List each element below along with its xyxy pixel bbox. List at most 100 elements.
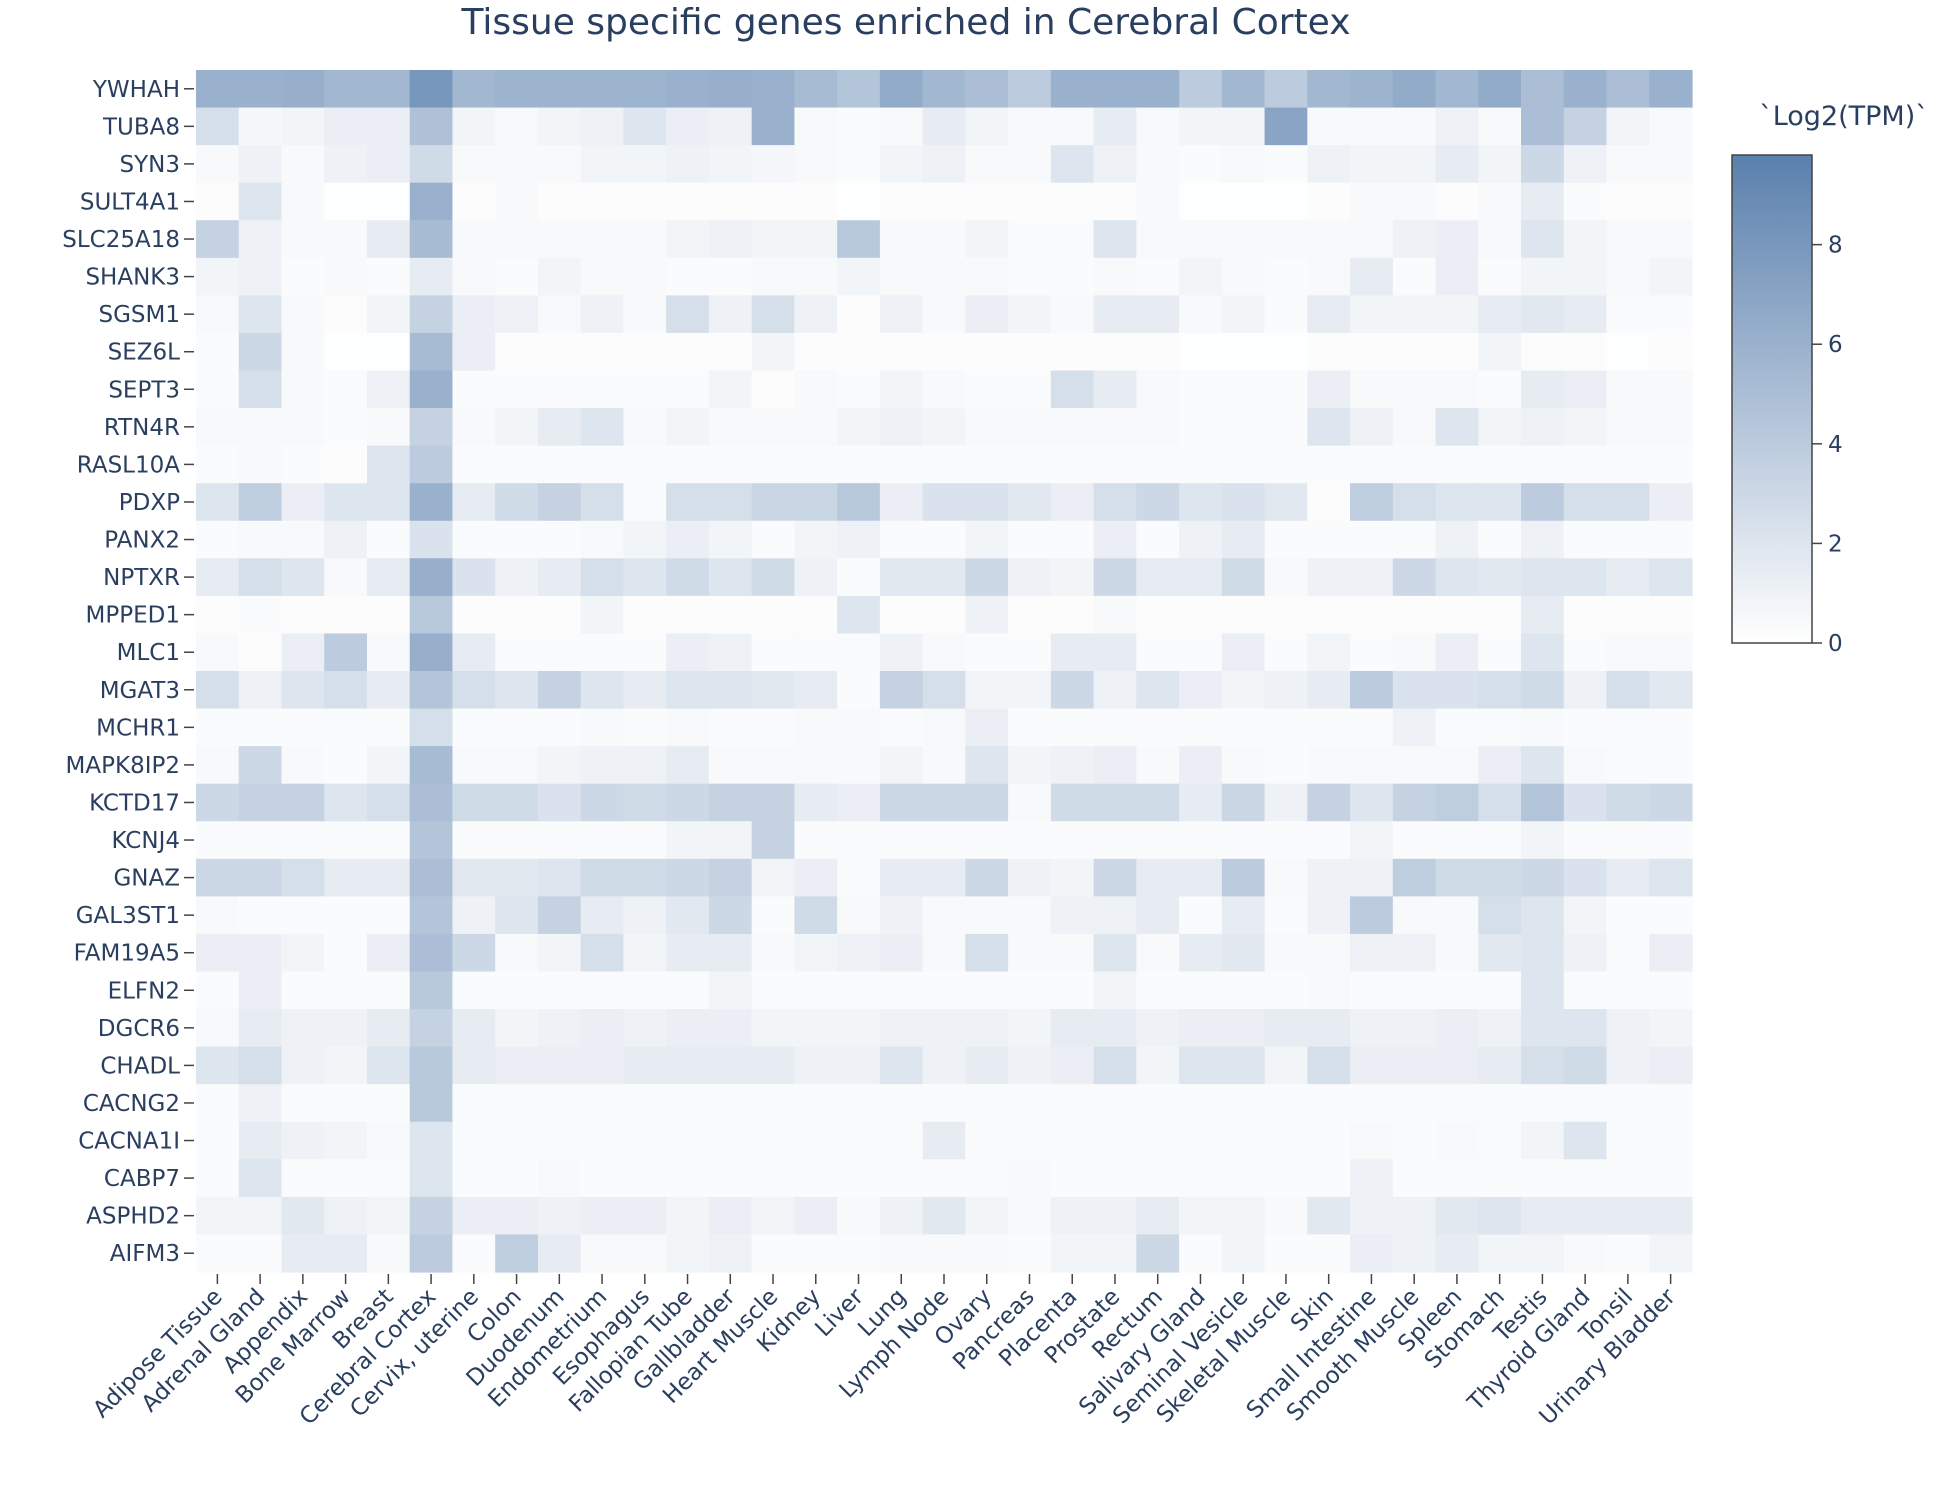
heatmap-cell	[537, 70, 582, 109]
heatmap-cell	[238, 1009, 283, 1048]
heatmap-cell	[1649, 971, 1693, 1010]
heatmap-cell	[1649, 1121, 1693, 1160]
heatmap-cell	[1563, 633, 1608, 672]
heatmap-cell	[238, 295, 283, 334]
y-tick-label: MLC1	[117, 640, 180, 666]
heatmap-cell	[196, 70, 240, 109]
heatmap-cell	[495, 182, 539, 221]
heatmap-cell	[495, 1046, 539, 1085]
heatmap-cell	[1307, 633, 1351, 672]
heatmap-cell	[666, 220, 710, 259]
heatmap-cell	[409, 445, 454, 484]
heatmap-cell	[1350, 1009, 1394, 1048]
y-tick-label: CACNG2	[83, 1091, 180, 1117]
heatmap-cell	[238, 1159, 283, 1198]
heatmap-cell	[837, 671, 881, 710]
heatmap-cell	[751, 483, 795, 522]
heatmap-cell	[922, 1196, 966, 1236]
heatmap-cell	[837, 145, 881, 184]
heatmap-cell	[1435, 896, 1479, 935]
heatmap-cell	[1179, 708, 1223, 747]
heatmap-cell	[409, 295, 454, 334]
heatmap-cell	[580, 746, 625, 785]
heatmap-cell	[452, 821, 496, 860]
heatmap-cell	[1606, 933, 1650, 973]
heatmap-cell	[1521, 708, 1565, 747]
heatmap-cell	[666, 332, 710, 372]
heatmap-cell	[837, 595, 881, 635]
heatmap-cell	[238, 1046, 283, 1085]
heatmap-cell	[922, 220, 966, 259]
heatmap-cell	[366, 1009, 411, 1048]
heatmap-cell	[1136, 783, 1180, 822]
heatmap-cell	[1392, 408, 1437, 447]
heatmap-cell	[751, 182, 795, 221]
heatmap-cell	[1221, 483, 1266, 522]
heatmap-cell	[1606, 746, 1650, 785]
heatmap-cell	[623, 520, 667, 559]
heatmap-cell	[1008, 558, 1052, 597]
heatmap-cell	[1093, 1196, 1137, 1236]
heatmap-cell	[1606, 483, 1650, 522]
heatmap-cell	[366, 971, 411, 1010]
heatmap-cell	[623, 708, 667, 747]
heatmap-cell	[366, 295, 411, 334]
heatmap-cell	[1606, 858, 1650, 897]
heatmap-cell	[409, 783, 454, 822]
heatmap-cell	[1264, 145, 1308, 184]
heatmap-cell	[1435, 445, 1479, 484]
heatmap-cell	[281, 520, 325, 559]
heatmap-cell	[837, 1196, 881, 1236]
heatmap-cell	[580, 671, 625, 710]
heatmap-cell	[837, 445, 881, 484]
heatmap-cell	[196, 370, 240, 409]
heatmap-cell	[1179, 1009, 1223, 1048]
heatmap-cell	[1264, 595, 1308, 635]
y-tick-label: SYN3	[120, 152, 181, 178]
heatmap-cell	[1478, 821, 1522, 860]
heatmap-cell	[1093, 145, 1137, 184]
heatmap-cell	[1392, 671, 1437, 710]
heatmap-cell	[1606, 445, 1650, 484]
heatmap-cell	[238, 896, 283, 935]
heatmap-cell	[837, 295, 881, 334]
heatmap-cell	[409, 933, 454, 973]
heatmap-cell	[409, 821, 454, 860]
heatmap-cell	[1008, 1121, 1052, 1160]
heatmap-cell	[324, 933, 368, 973]
heatmap-cell	[1435, 746, 1479, 785]
heatmap-cell	[537, 1009, 582, 1048]
heatmap-cell	[1136, 671, 1180, 710]
heatmap-cell	[1563, 145, 1608, 184]
heatmap-cell	[1179, 595, 1223, 635]
heatmap-cell	[1649, 671, 1693, 710]
heatmap-cell	[837, 408, 881, 447]
heatmap-cell	[1606, 1159, 1650, 1198]
heatmap-cell	[1435, 858, 1479, 897]
heatmap-cell	[1136, 933, 1180, 973]
y-tick-label: MAPK8IP2	[66, 753, 180, 779]
heatmap-cell	[580, 558, 625, 597]
heatmap-cell	[1050, 633, 1095, 672]
heatmap-cell	[623, 182, 667, 221]
heatmap-cell	[1050, 595, 1095, 635]
heatmap-cell	[1606, 257, 1650, 296]
heatmap-cell	[879, 671, 924, 710]
heatmap-cell	[1350, 408, 1394, 447]
heatmap-cell	[1136, 896, 1180, 935]
heatmap-cell	[1050, 858, 1095, 897]
heatmap-cell	[1478, 746, 1522, 785]
heatmap-cell	[708, 633, 753, 672]
heatmap-cell	[623, 1159, 667, 1198]
heatmap-cell	[1050, 332, 1095, 372]
heatmap-cell	[452, 1159, 496, 1198]
heatmap-cell	[623, 1009, 667, 1048]
heatmap-cell	[1179, 1196, 1223, 1236]
heatmap-cell	[1264, 1159, 1308, 1198]
heatmap-cell	[1093, 708, 1137, 747]
heatmap-cell	[1521, 558, 1565, 597]
heatmap-cell	[922, 182, 966, 221]
heatmap-cell	[452, 332, 496, 372]
heatmap-cell	[452, 595, 496, 635]
heatmap-cell	[580, 896, 625, 935]
